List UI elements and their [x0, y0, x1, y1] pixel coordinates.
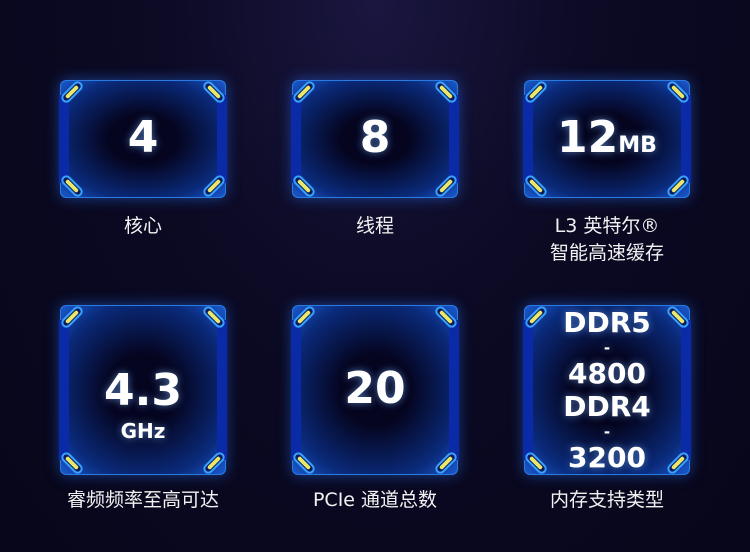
cache-label-2: 智能高速缓存 — [549, 242, 664, 264]
memory-line-ddr5: DDR5 — [563, 306, 651, 339]
cache-unit: MB — [618, 133, 657, 158]
memory-line-ddr4: DDR4 — [563, 390, 651, 423]
memory-dash-2: - — [603, 423, 611, 441]
cores-value: 4 — [127, 112, 159, 163]
memory-line-4800: 4800 — [568, 357, 646, 390]
memory-types: DDR5 - 4800 DDR4 - 3200 — [524, 306, 690, 474]
memory-line-3200: 3200 — [568, 441, 646, 474]
cache-value: 12 — [557, 112, 619, 163]
cache-label-1: L3 英特尔® — [554, 215, 660, 237]
memory-label: 内存支持类型 — [549, 489, 664, 511]
turbo-unit: GHz — [120, 419, 166, 443]
threads-value: 8 — [359, 112, 391, 163]
turbo-label: 睿频频率至高可达 — [66, 489, 219, 511]
memory-dash-1: - — [603, 339, 611, 357]
threads-label: 线程 — [355, 215, 394, 237]
pcie-label: PCIe 通道总数 — [312, 489, 438, 511]
pcie-value: 20 — [344, 363, 406, 414]
turbo-value: 4.3 — [104, 365, 182, 416]
cores-label: 核心 — [123, 215, 162, 237]
